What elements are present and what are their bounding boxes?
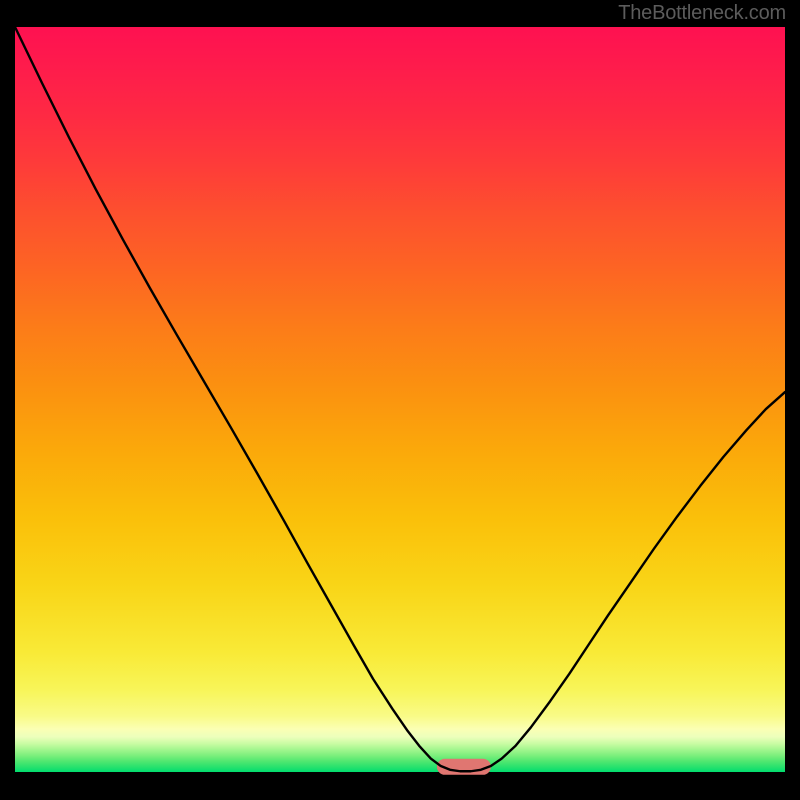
watermark-text: TheBottleneck.com	[618, 2, 786, 25]
plot-background	[15, 27, 785, 772]
bottleneck-curve-chart	[0, 0, 800, 800]
